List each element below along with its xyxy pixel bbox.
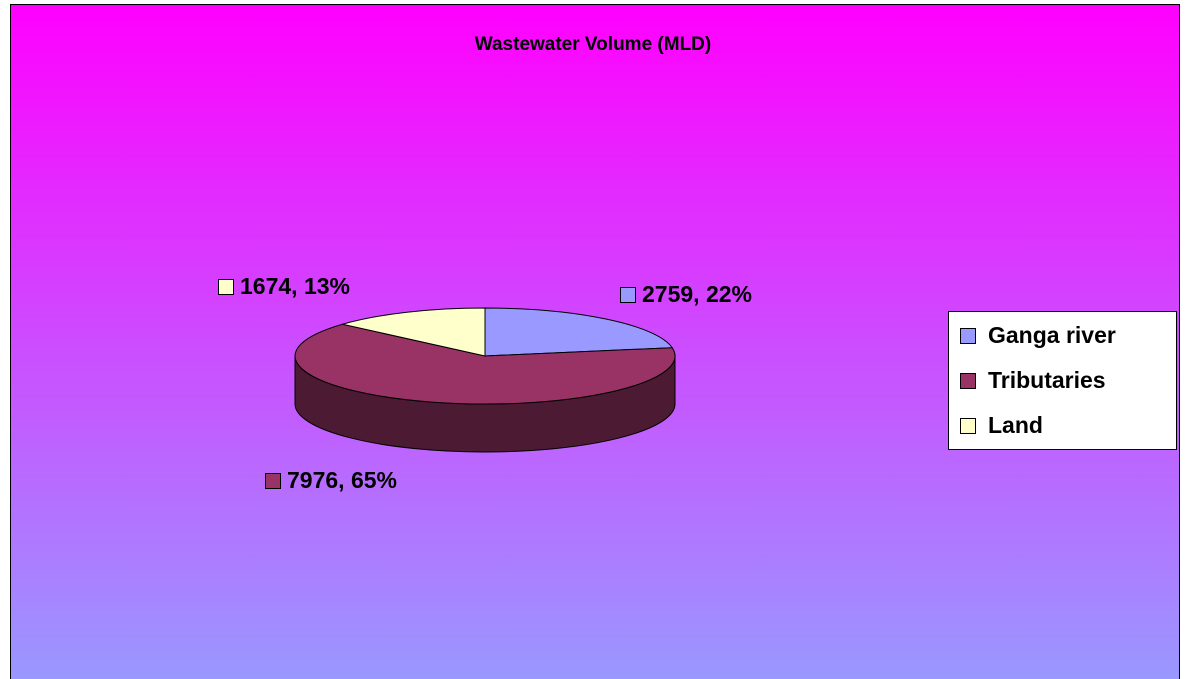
data-label: 7976, 65%	[287, 467, 397, 493]
label-key	[265, 473, 281, 489]
chart-title: Wastewater Volume (MLD)	[475, 34, 711, 55]
pie-slice	[484, 307, 674, 357]
legend-swatch	[960, 373, 976, 389]
legend-swatch	[960, 328, 976, 344]
data-labels: 2759, 22% 7976, 65% 1674, 13%	[218, 273, 752, 493]
data-label: 2759, 22%	[642, 281, 752, 307]
pie-slice	[342, 307, 486, 357]
legend-swatch	[960, 418, 976, 434]
legend-label: Ganga river	[988, 322, 1116, 348]
legend-box	[948, 311, 1177, 450]
legend-label: Land	[988, 412, 1043, 438]
data-label: 1674, 13%	[240, 273, 350, 299]
label-key	[218, 279, 234, 295]
label-key	[620, 287, 636, 303]
legend-label: Tributaries	[988, 367, 1106, 393]
pie-slice	[294, 323, 676, 405]
pie	[294, 307, 676, 453]
legend: Ganga river Tributaries Land	[948, 311, 1177, 450]
